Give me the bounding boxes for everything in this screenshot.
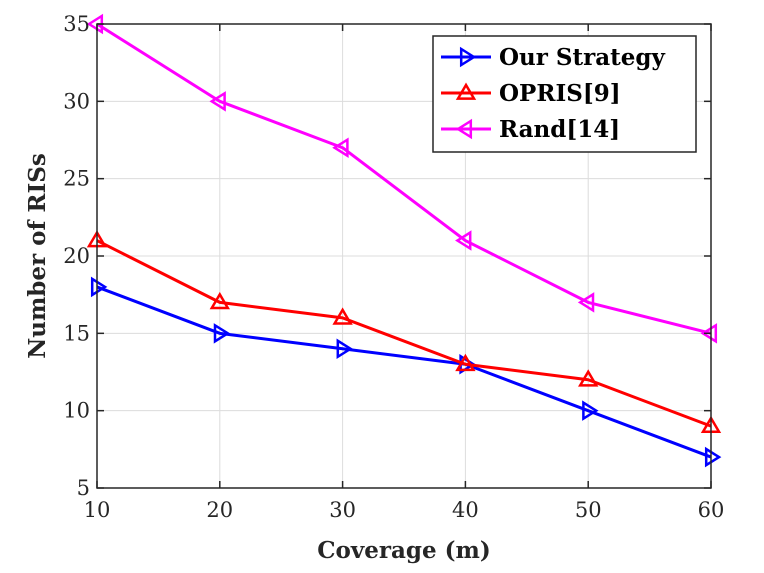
x-axis-title: Coverage (m): [317, 537, 491, 564]
y-tick-label: 25: [63, 167, 90, 191]
data-point-marker: [332, 137, 349, 158]
x-tick-label: 30: [329, 498, 356, 522]
y-tick-label: 10: [63, 399, 90, 423]
x-tick-label: 10: [84, 498, 111, 522]
series-opris-9: [86, 230, 722, 433]
legend-entry: OPRIS[9]: [441, 80, 621, 107]
legend-marker-swatch: [459, 46, 477, 68]
legend-label: Our Strategy: [499, 44, 665, 71]
series-line: [96, 22, 712, 335]
y-tick-label: 15: [63, 321, 90, 345]
legend-marker-swatch: [455, 118, 473, 140]
legend-entry: Our Strategy: [441, 44, 665, 71]
data-point-marker: [455, 353, 476, 372]
data-point-marker: [455, 230, 472, 251]
data-point-marker: [209, 291, 230, 310]
legend-label: Rand[14]: [499, 116, 620, 143]
x-tick-label: 40: [452, 498, 479, 522]
data-point-marker: [336, 338, 353, 360]
y-tick-label: 20: [63, 244, 90, 268]
series-line: [96, 239, 712, 428]
data-point-marker: [704, 446, 722, 468]
legend-entry: Rand[14]: [441, 116, 620, 143]
series-layer: [86, 13, 722, 468]
x-tick-label: 50: [575, 498, 602, 522]
data-point-marker: [700, 323, 718, 344]
data-point-marker: [577, 292, 595, 313]
data-point-marker: [332, 307, 353, 325]
ticks: [96, 23, 712, 489]
data-point-marker: [578, 369, 599, 387]
data-point-marker: [90, 276, 108, 298]
data-point-marker: [209, 91, 226, 112]
legend-marker-swatch: [455, 82, 477, 100]
data-point-marker: [582, 400, 599, 421]
series-line: [96, 285, 712, 459]
y-tick-label: 30: [63, 89, 90, 113]
y-tick-label: 5: [77, 476, 90, 500]
series-rand-14: [86, 13, 718, 344]
x-tick-label: 60: [698, 498, 725, 522]
data-point-marker: [213, 323, 231, 344]
legend: Our Strategy OPRIS[9] Rand[14]: [432, 35, 697, 153]
series-our-strategy: [90, 276, 722, 468]
x-tick-label: 20: [206, 498, 233, 522]
legend-label: OPRIS[9]: [499, 80, 621, 107]
y-tick-label: 35: [63, 12, 90, 36]
y-axis-title: Number of RISs: [24, 153, 51, 359]
